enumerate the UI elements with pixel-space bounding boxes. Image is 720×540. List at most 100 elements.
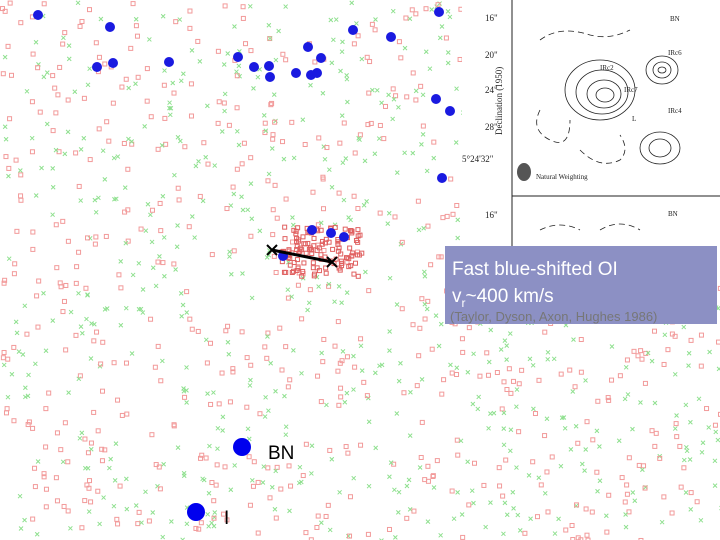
red-point bbox=[7, 0, 13, 6]
red-point bbox=[32, 484, 38, 490]
red-point bbox=[57, 64, 63, 70]
red-point bbox=[636, 462, 642, 468]
green-point bbox=[387, 474, 392, 480]
green-point bbox=[616, 438, 622, 444]
green-point bbox=[88, 446, 94, 452]
red-point bbox=[1, 349, 7, 355]
red-point bbox=[61, 503, 67, 509]
inset-bg bbox=[462, 0, 720, 246]
red-point bbox=[243, 41, 249, 47]
red-point bbox=[114, 516, 120, 522]
green-point bbox=[458, 438, 464, 444]
green-point bbox=[189, 214, 195, 219]
green-point bbox=[20, 352, 26, 357]
green-point bbox=[184, 365, 189, 370]
red-point bbox=[519, 367, 525, 373]
green-point bbox=[390, 8, 396, 14]
green-point bbox=[211, 523, 217, 529]
red-point bbox=[315, 513, 321, 519]
beam bbox=[517, 163, 531, 181]
green-point bbox=[61, 35, 66, 41]
green-point bbox=[438, 532, 444, 538]
red-point bbox=[96, 126, 102, 132]
green-point bbox=[684, 448, 690, 454]
red-point bbox=[315, 373, 321, 379]
green-point bbox=[309, 471, 314, 476]
green-point bbox=[406, 477, 412, 483]
green-point bbox=[290, 222, 296, 228]
red-point bbox=[171, 423, 177, 429]
green-point bbox=[86, 509, 92, 514]
red-point bbox=[193, 525, 199, 531]
green-point bbox=[387, 275, 393, 281]
green-point bbox=[340, 39, 345, 45]
red-point bbox=[62, 30, 68, 36]
green-point bbox=[111, 503, 117, 509]
red-point bbox=[626, 455, 632, 461]
green-point bbox=[60, 459, 66, 465]
green-point bbox=[140, 287, 146, 292]
red-point bbox=[347, 245, 353, 251]
textbox-line: vr~400 km/s bbox=[452, 286, 554, 310]
green-point bbox=[511, 506, 516, 511]
green-point bbox=[392, 487, 397, 493]
red-point bbox=[516, 381, 522, 387]
red-point bbox=[35, 324, 41, 330]
green-point bbox=[344, 73, 349, 78]
red-point bbox=[425, 298, 431, 304]
green-point bbox=[162, 68, 167, 73]
red-point bbox=[401, 390, 407, 396]
red-point bbox=[53, 475, 59, 481]
green-point bbox=[544, 416, 550, 422]
red-point bbox=[96, 54, 102, 60]
green-point bbox=[385, 221, 391, 227]
green-point bbox=[240, 271, 245, 276]
red-point bbox=[377, 122, 383, 128]
green-point bbox=[437, 35, 443, 41]
red-point bbox=[583, 506, 589, 512]
green-point bbox=[327, 527, 333, 533]
red-point bbox=[144, 66, 150, 72]
green-point bbox=[421, 225, 427, 231]
green-point bbox=[344, 390, 350, 396]
red-point bbox=[186, 224, 192, 230]
green-point bbox=[268, 360, 274, 366]
red-point bbox=[356, 252, 362, 258]
green-point bbox=[245, 207, 251, 213]
red-point bbox=[201, 140, 207, 146]
green-point bbox=[248, 181, 254, 186]
green-point bbox=[232, 463, 238, 468]
red-point bbox=[382, 103, 388, 109]
green-point bbox=[649, 358, 655, 364]
contours bbox=[536, 29, 681, 231]
red-point bbox=[669, 510, 675, 516]
red-point bbox=[466, 502, 472, 508]
green-point bbox=[396, 489, 402, 495]
green-point bbox=[236, 63, 242, 69]
red-point bbox=[346, 256, 352, 262]
green-point bbox=[333, 17, 339, 22]
green-point bbox=[436, 343, 442, 349]
red-point bbox=[444, 213, 450, 219]
red-point bbox=[404, 515, 410, 521]
red-point bbox=[605, 395, 611, 401]
green-point bbox=[597, 444, 602, 449]
green-point bbox=[102, 307, 108, 312]
red-point bbox=[116, 272, 122, 278]
green-point bbox=[22, 394, 28, 400]
red-point bbox=[415, 198, 421, 204]
red-point bbox=[299, 316, 305, 322]
green-point bbox=[177, 138, 183, 144]
green-point bbox=[582, 468, 587, 473]
green-point bbox=[107, 465, 112, 471]
red-point bbox=[187, 316, 193, 322]
green-point bbox=[488, 411, 493, 416]
red-point bbox=[364, 393, 370, 399]
red-point bbox=[410, 70, 416, 76]
green-point bbox=[306, 300, 312, 306]
red-point bbox=[128, 45, 134, 51]
red-point bbox=[450, 211, 456, 217]
green-point bbox=[483, 524, 488, 530]
red-point bbox=[95, 488, 101, 494]
red-point bbox=[352, 150, 358, 156]
